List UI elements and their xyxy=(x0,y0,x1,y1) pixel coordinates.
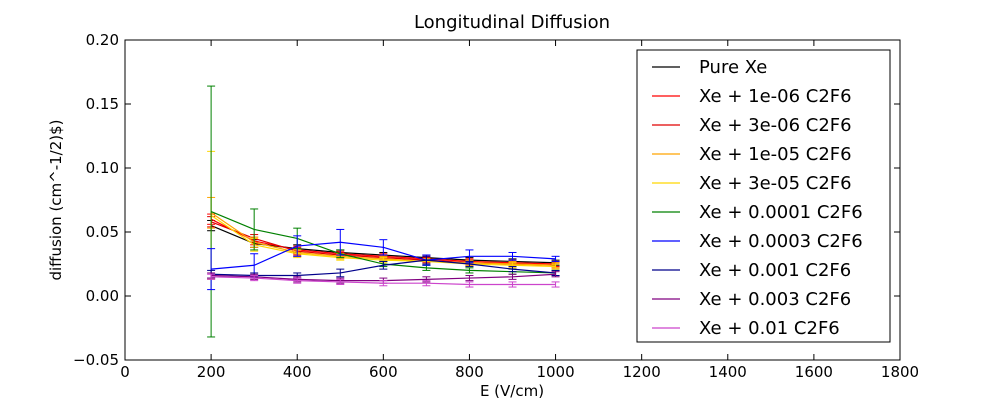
x-tick-label: 600 xyxy=(369,363,398,381)
legend-label: Xe + 0.01 C2F6 xyxy=(699,318,840,339)
series-line xyxy=(211,241,556,270)
x-tick-label: 1400 xyxy=(709,363,747,381)
series-4 xyxy=(207,150,560,280)
legend-label: Xe + 0.0003 C2F6 xyxy=(699,231,863,252)
y-tick-label: −0.05 xyxy=(73,351,119,369)
x-tick-label: 800 xyxy=(455,363,484,381)
x-tick-label: 200 xyxy=(197,363,226,381)
y-tick-label: 0.15 xyxy=(86,95,119,113)
legend-label: Xe + 3e-05 C2F6 xyxy=(699,173,852,194)
series-layer xyxy=(207,85,560,338)
legend-label: Xe + 0.0001 C2F6 xyxy=(699,202,863,223)
series-line xyxy=(211,276,556,286)
chart-title: Longitudinal Diffusion xyxy=(414,12,610,33)
legend-label: Xe + 0.001 C2F6 xyxy=(699,260,851,281)
legend-box xyxy=(636,49,891,343)
x-tick-label: 0 xyxy=(120,363,130,381)
x-tick-label: 400 xyxy=(283,363,312,381)
x-tick-label: 1000 xyxy=(536,363,574,381)
legend-label: Xe + 0.003 C2F6 xyxy=(699,289,851,310)
x-axis-label: E (V/cm) xyxy=(480,382,544,400)
x-tick-label: 1600 xyxy=(795,363,833,381)
series-line xyxy=(210,214,556,268)
y-axis-label: diffusion (cm^-1/2)$) xyxy=(47,119,65,280)
plot-frame xyxy=(124,39,901,361)
y-tick-label: 0.00 xyxy=(86,287,119,305)
ticks-layer: 0 200 400 600 800 1000 1200 1400 1600 1800 −0.05 0.… xyxy=(73,31,919,381)
series-6 xyxy=(207,228,560,291)
y-tick-label: 0.10 xyxy=(86,159,119,177)
legend-label: Pure Xe xyxy=(699,57,767,78)
series-9 xyxy=(207,273,560,288)
x-tick-label: 1800 xyxy=(881,363,919,381)
legend-label: Xe + 3e-06 C2F6 xyxy=(699,115,852,136)
series-line xyxy=(211,259,556,277)
series-5 xyxy=(207,85,560,338)
y-tick-label: 0.20 xyxy=(86,31,119,49)
legend-label: Xe + 1e-05 C2F6 xyxy=(699,144,852,165)
legend-label: Xe + 1e-06 C2F6 xyxy=(699,86,852,107)
legend: Pure Xe Xe + 1e-06 C2F6 Xe + 3e-06 C2F6 Xe … xyxy=(636,49,891,343)
x-tick-label: 1200 xyxy=(623,363,661,381)
y-tick-label: 0.05 xyxy=(86,223,119,241)
